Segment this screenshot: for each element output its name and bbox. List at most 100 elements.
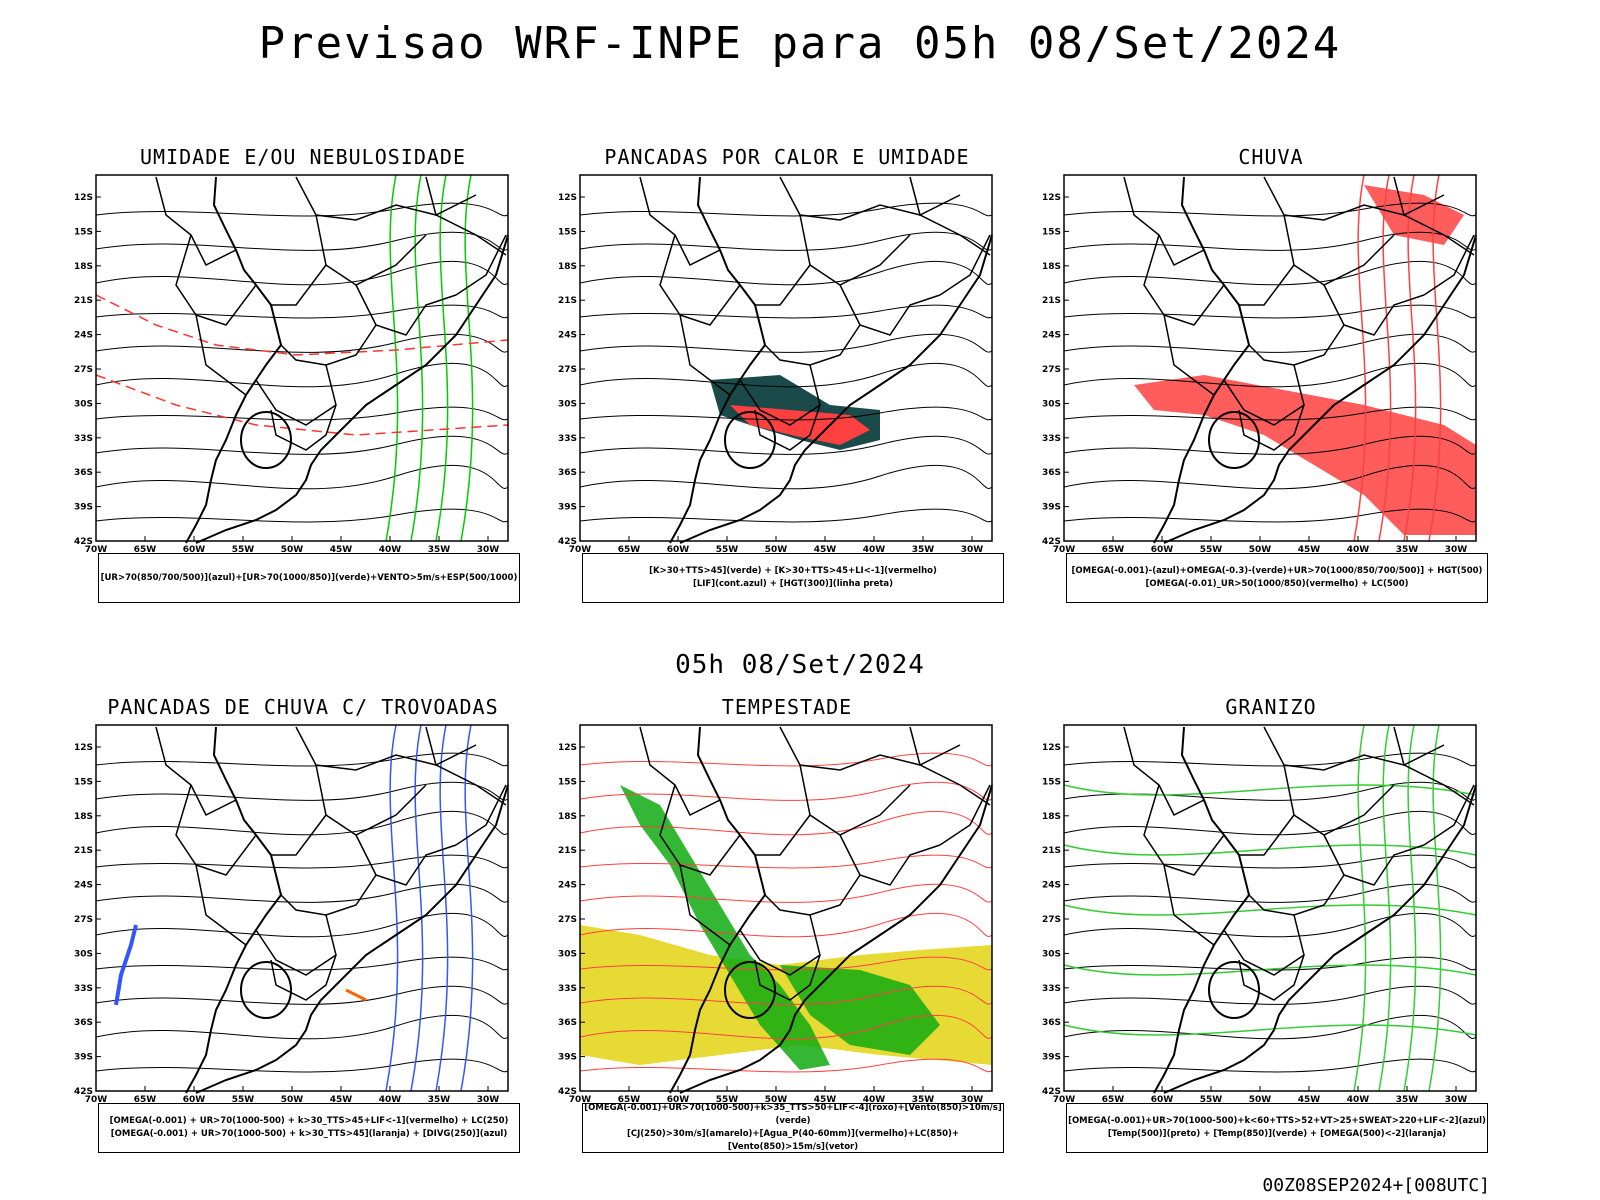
contour-line	[95, 752, 509, 767]
contour-line	[1063, 508, 1477, 523]
contour-line	[1063, 304, 1477, 319]
x-axis-label: 35W	[428, 1095, 451, 1103]
x-axis-label: 65W	[618, 1095, 641, 1103]
x-axis-label: 30W	[477, 1095, 500, 1103]
y-axis-label: 39S	[1042, 1053, 1061, 1063]
legend-line-2: [LIF](cont.azul) + [HGT(300)](linha pret…	[692, 579, 894, 589]
coastline-west	[1153, 176, 1251, 544]
country-border	[1323, 834, 1425, 886]
country-border	[1423, 234, 1475, 296]
mid-date: 05h 08/Set/2024	[675, 650, 925, 680]
y-axis-label: 24S	[74, 331, 93, 341]
contour-line	[579, 781, 993, 801]
panel-legend: [OMEGA(-0.001) + UR>70(1000-500) + k>30_…	[98, 1103, 520, 1153]
temp-850-contour	[1063, 844, 1477, 856]
y-axis-label: 36S	[1042, 468, 1061, 478]
x-axis-label: 50W	[1249, 1095, 1272, 1103]
x-axis-label: 60W	[183, 545, 206, 553]
country-border	[1238, 404, 1305, 451]
map-frame	[1063, 724, 1477, 1092]
y-axis-label: 30S	[1042, 949, 1061, 959]
y-axis-label: 15S	[1042, 777, 1061, 787]
contour-line	[95, 202, 509, 217]
colored-contour	[1428, 724, 1442, 1092]
contour-line	[1063, 912, 1477, 938]
x-axis-label: 70W	[1053, 545, 1076, 553]
thickness-line	[95, 294, 509, 356]
country-border	[679, 864, 731, 946]
colored-contour	[1353, 724, 1367, 1092]
x-axis-label: 55W	[232, 545, 255, 553]
x-axis-label: 45W	[330, 545, 353, 553]
contour-line	[1063, 231, 1477, 251]
country-border	[295, 176, 507, 256]
y-axis-label: 15S	[558, 777, 577, 787]
y-axis-label: 39S	[74, 1053, 93, 1063]
coastline-east	[1163, 234, 1477, 544]
panel-pancadas-calor: PANCADAS POR CALOR E UMIDADE 12S 15S 18S 21…	[552, 145, 1022, 615]
x-axis-label: 35W	[912, 545, 935, 553]
country-border	[779, 726, 991, 806]
contour-line	[95, 304, 509, 319]
y-axis-label: 24S	[558, 331, 577, 341]
country-border	[1223, 914, 1305, 976]
x-axis-label: 40W	[379, 545, 402, 553]
map-frame	[579, 724, 993, 1092]
y-axis-label: 42S	[1042, 1087, 1061, 1097]
contour-line	[95, 956, 509, 971]
contour-line	[1063, 464, 1477, 490]
x-axis-label: 65W	[134, 545, 157, 553]
country-border	[355, 284, 457, 336]
y-axis-label: 15S	[74, 227, 93, 237]
contour-line	[579, 406, 993, 421]
x-axis-label: 35W	[1396, 1095, 1419, 1103]
panel-title: CHUVA	[1238, 145, 1304, 169]
panel-legend: [OMEGA(-0.001)+UR>70(1000-500)+k<60+TTS>…	[1066, 1103, 1488, 1153]
map-plot-area	[1063, 174, 1477, 544]
country-border	[1239, 814, 1295, 856]
contour-line	[95, 985, 509, 1005]
y-axis-label: 15S	[74, 777, 93, 787]
contour-line	[1063, 956, 1477, 971]
x-axis-label: 45W	[330, 1095, 353, 1103]
legend-line-2: [CJ(250)>30m/s](amarelo)+[Agua_P(40-60mm…	[626, 1129, 960, 1152]
country-border	[1238, 954, 1305, 1001]
thickness-line-2	[95, 374, 509, 436]
legend-line-1: [OMEGA(-0.001)+UR>70(1000-500)+k<60+TTS>…	[1068, 1116, 1486, 1126]
contour-line	[95, 508, 509, 523]
x-axis-label: 65W	[1102, 545, 1125, 553]
map-frame	[95, 174, 509, 542]
contour-line	[579, 333, 993, 353]
contour-line	[579, 435, 993, 455]
y-axis-label: 18S	[74, 812, 93, 822]
y-axis-label: 30S	[1042, 399, 1061, 409]
country-border	[280, 874, 377, 916]
country-border	[255, 914, 337, 976]
contour-line	[95, 810, 509, 836]
y-axis-label: 12S	[558, 193, 577, 203]
y-axis-label: 12S	[558, 743, 577, 753]
country-border	[1123, 176, 1205, 267]
y-axis-label: 42S	[74, 537, 93, 547]
country-border	[639, 176, 721, 267]
y-axis-label: 27S	[558, 365, 577, 375]
y-axis-label: 18S	[558, 812, 577, 822]
legend-line-1: [OMEGA(-0.001)+UR>70(1000-500)+k>35_TTS>…	[584, 1103, 1002, 1126]
map-frame	[579, 174, 993, 542]
panel-title: UMIDADE E/OU NEBULOSIDADE	[139, 145, 467, 169]
y-axis-label: 36S	[74, 1018, 93, 1028]
map-plot-area	[95, 174, 509, 544]
contour-line	[95, 912, 509, 938]
y-axis-label: 33S	[558, 434, 577, 444]
country-border	[1263, 726, 1475, 806]
country-border	[255, 364, 337, 426]
country-border	[195, 864, 247, 946]
y-axis-label: 39S	[558, 1053, 577, 1063]
country-border	[1143, 234, 1225, 326]
x-axis-label: 40W	[863, 545, 886, 553]
country-border	[679, 314, 731, 396]
